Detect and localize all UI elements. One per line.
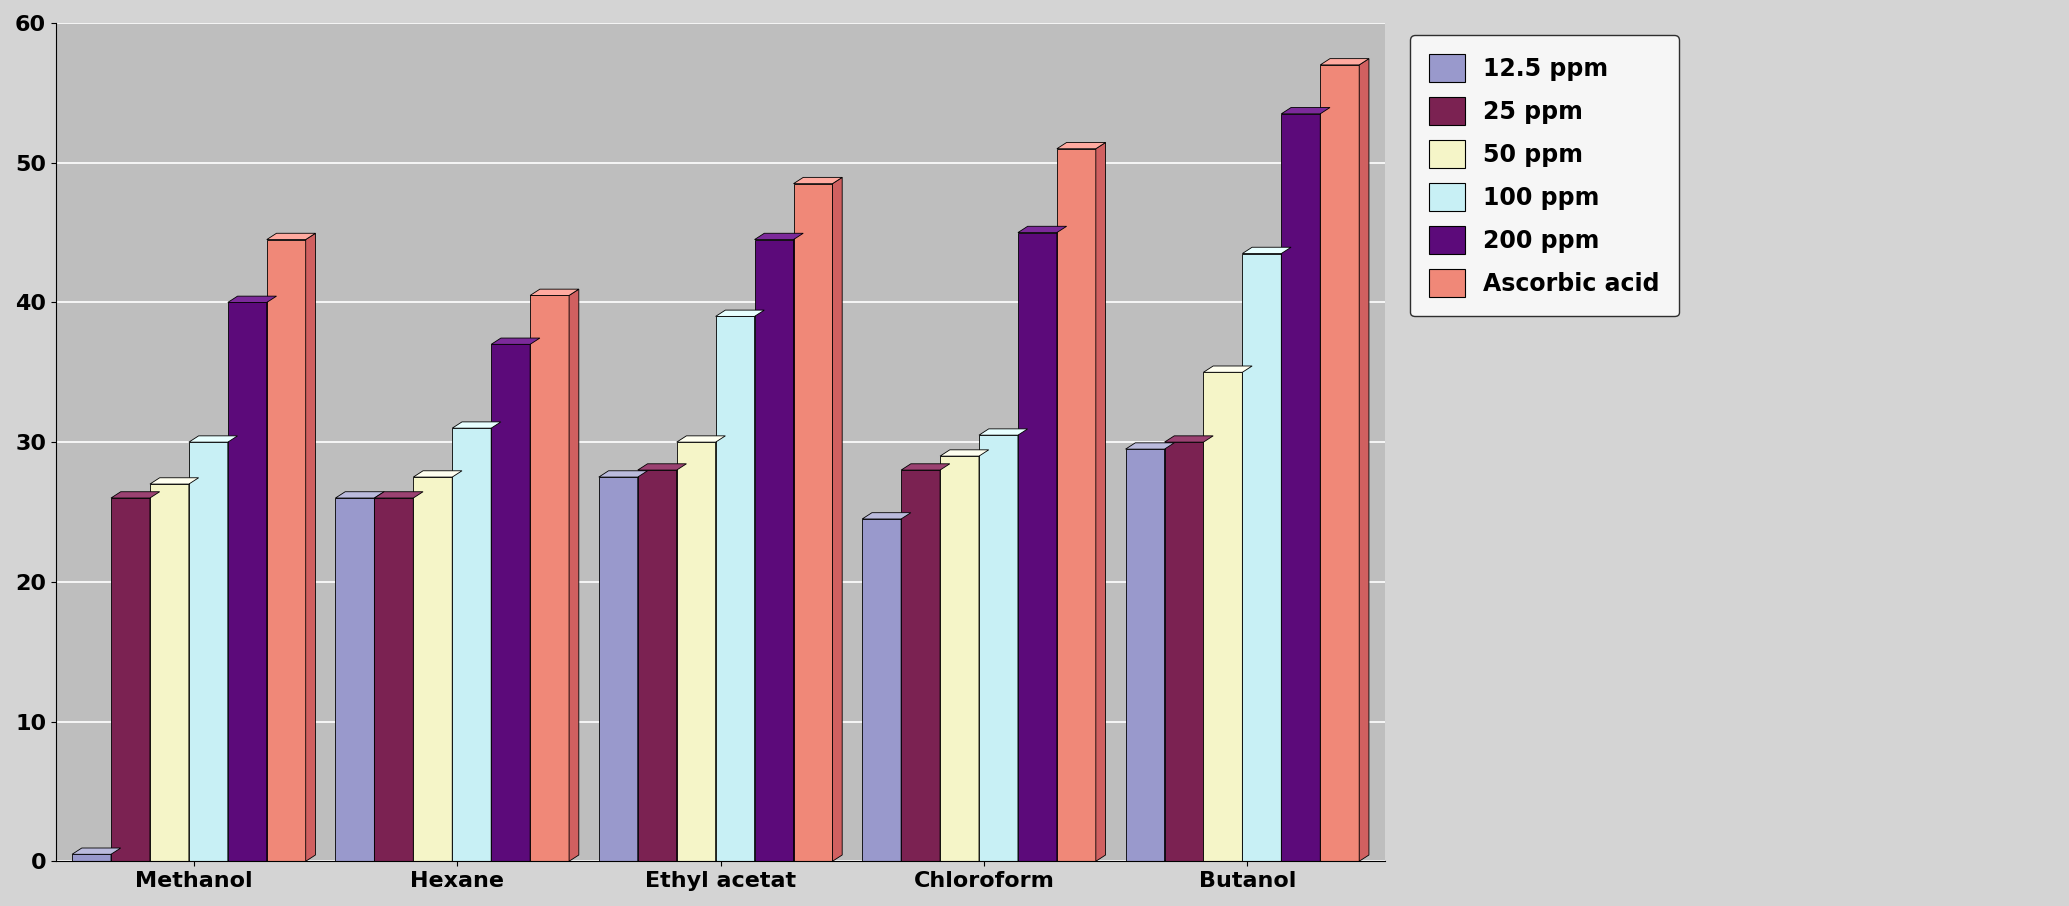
Polygon shape <box>1359 59 1370 862</box>
Polygon shape <box>1204 436 1212 862</box>
Polygon shape <box>414 471 461 477</box>
Bar <box>490 344 530 862</box>
Polygon shape <box>1241 366 1252 862</box>
Polygon shape <box>677 464 687 862</box>
Bar <box>1241 254 1281 862</box>
Polygon shape <box>267 233 314 239</box>
Polygon shape <box>1018 429 1028 862</box>
Bar <box>1204 372 1241 862</box>
Polygon shape <box>228 436 238 862</box>
Bar <box>228 303 267 862</box>
Bar <box>374 498 414 862</box>
Bar <box>1057 149 1097 862</box>
Polygon shape <box>939 449 989 456</box>
Polygon shape <box>374 492 385 862</box>
Polygon shape <box>1320 59 1370 65</box>
Polygon shape <box>794 178 842 184</box>
Bar <box>267 239 306 862</box>
Bar <box>530 295 569 862</box>
Bar <box>72 854 112 862</box>
Bar <box>598 477 637 862</box>
Bar <box>979 435 1018 862</box>
Polygon shape <box>530 338 540 862</box>
Polygon shape <box>267 296 277 862</box>
Bar <box>149 484 188 862</box>
Bar <box>902 470 939 862</box>
Bar <box>716 316 755 862</box>
Polygon shape <box>1241 247 1291 254</box>
Legend: 12.5 ppm, 25 ppm, 50 ppm, 100 ppm, 200 ppm, Ascorbic acid: 12.5 ppm, 25 ppm, 50 ppm, 100 ppm, 200 p… <box>1411 34 1678 316</box>
Polygon shape <box>188 477 199 862</box>
Polygon shape <box>1057 226 1068 862</box>
Bar <box>863 519 902 862</box>
Polygon shape <box>716 310 763 316</box>
Bar <box>637 470 677 862</box>
Polygon shape <box>306 233 314 862</box>
Bar <box>188 442 228 862</box>
Polygon shape <box>1320 108 1330 862</box>
Polygon shape <box>832 178 842 862</box>
Polygon shape <box>755 310 763 862</box>
Bar <box>677 442 716 862</box>
Bar <box>453 429 490 862</box>
Bar <box>1281 114 1320 862</box>
Polygon shape <box>530 289 579 295</box>
Polygon shape <box>112 492 159 498</box>
Bar <box>1165 442 1204 862</box>
Polygon shape <box>1281 247 1291 862</box>
Polygon shape <box>228 296 277 303</box>
Bar <box>939 456 979 862</box>
Polygon shape <box>149 492 159 862</box>
Polygon shape <box>1165 443 1175 862</box>
Polygon shape <box>1281 108 1330 114</box>
Bar <box>414 477 453 862</box>
Polygon shape <box>939 464 950 862</box>
Polygon shape <box>374 492 422 498</box>
Polygon shape <box>637 464 687 470</box>
Polygon shape <box>677 436 726 442</box>
Polygon shape <box>755 233 803 239</box>
Polygon shape <box>979 429 1028 435</box>
Bar <box>335 498 374 862</box>
Polygon shape <box>902 513 910 862</box>
Polygon shape <box>863 513 910 519</box>
Polygon shape <box>490 338 540 344</box>
Polygon shape <box>149 477 199 484</box>
Polygon shape <box>72 848 120 854</box>
Bar <box>755 239 794 862</box>
Polygon shape <box>414 492 422 862</box>
Bar <box>1320 65 1359 862</box>
Polygon shape <box>112 848 120 862</box>
Polygon shape <box>1204 366 1252 372</box>
Polygon shape <box>716 436 726 862</box>
Polygon shape <box>902 464 950 470</box>
Bar <box>1018 233 1057 862</box>
Bar <box>1126 449 1165 862</box>
Polygon shape <box>637 471 648 862</box>
Bar <box>112 498 149 862</box>
Polygon shape <box>569 289 579 862</box>
Polygon shape <box>1057 142 1105 149</box>
Polygon shape <box>1165 436 1212 442</box>
Polygon shape <box>1097 142 1105 862</box>
Polygon shape <box>1126 443 1175 449</box>
Polygon shape <box>188 436 238 442</box>
Polygon shape <box>1018 226 1068 233</box>
Bar <box>794 184 832 862</box>
Polygon shape <box>490 422 501 862</box>
Polygon shape <box>979 449 989 862</box>
Polygon shape <box>794 233 803 862</box>
Polygon shape <box>335 492 385 498</box>
Polygon shape <box>453 471 461 862</box>
Polygon shape <box>453 422 501 429</box>
Polygon shape <box>598 471 648 477</box>
